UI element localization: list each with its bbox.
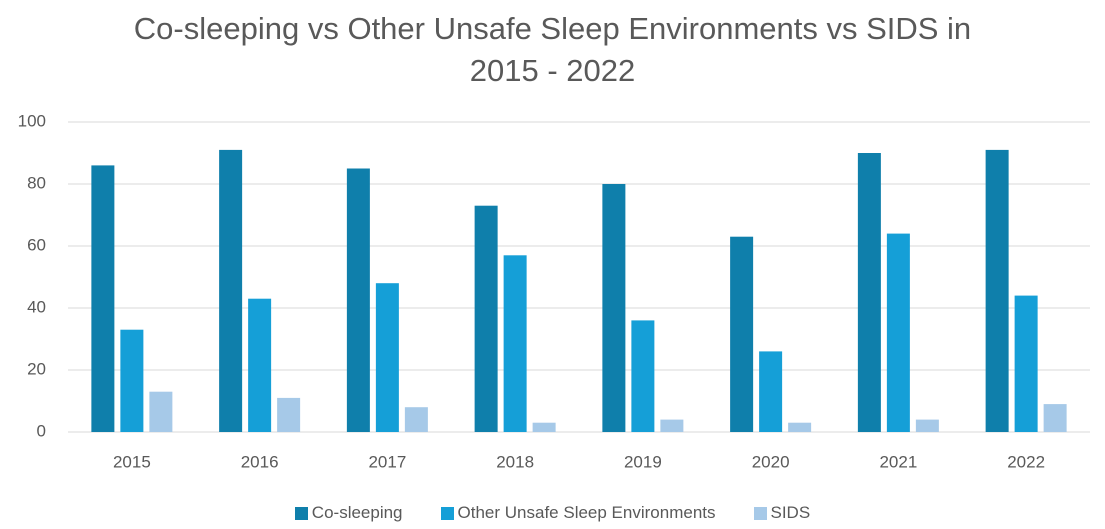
x-tick-label: 2017 (368, 452, 406, 471)
legend-label: Co-sleeping (311, 503, 403, 522)
bar (602, 184, 626, 432)
x-tick-label: 2020 (752, 452, 790, 471)
bar (730, 236, 754, 432)
bar (886, 233, 910, 432)
legend-item: Co-sleeping (294, 503, 403, 523)
bar (346, 168, 370, 432)
bar (532, 422, 556, 432)
bar (277, 397, 301, 432)
x-tick-label: 2022 (1007, 452, 1045, 471)
bar (149, 391, 173, 432)
bar (915, 419, 939, 432)
bar (404, 407, 428, 432)
bar (91, 165, 115, 432)
bar (1014, 295, 1038, 432)
y-tick-label: 60 (27, 235, 46, 254)
legend-label: Other Unsafe Sleep Environments (457, 503, 716, 522)
bar (660, 419, 684, 432)
bar (857, 153, 881, 432)
bar (248, 298, 272, 432)
legend-item: Other Unsafe Sleep Environments (440, 503, 716, 523)
bar (759, 351, 783, 432)
x-tick-label: 2021 (879, 452, 917, 471)
y-tick-label: 20 (27, 359, 46, 378)
bar (120, 329, 144, 432)
chart-title: Co-sleeping vs Other Unsafe Sleep Enviro… (133, 11, 972, 88)
bar (631, 320, 655, 432)
x-tick-label: 2018 (496, 452, 534, 471)
bar (788, 422, 812, 432)
y-tick-label: 0 (37, 421, 46, 440)
x-tick-label: 2015 (113, 452, 151, 471)
x-tick-label: 2019 (624, 452, 662, 471)
bar (1043, 404, 1067, 432)
legend-swatch (294, 506, 308, 520)
y-tick-label: 100 (18, 111, 46, 130)
legend-swatch (440, 506, 454, 520)
bar (985, 149, 1009, 432)
legend-item: SIDS (753, 503, 811, 523)
bar (219, 149, 243, 432)
legend-label: SIDS (770, 503, 811, 522)
y-tick-label: 40 (27, 297, 46, 316)
bar (474, 205, 498, 432)
bar (375, 283, 399, 432)
x-tick-label: 2016 (241, 452, 279, 471)
y-tick-label: 80 (27, 173, 46, 192)
legend: Co-sleeping Other Unsafe Sleep Environmen… (0, 503, 1105, 523)
bar (503, 255, 527, 432)
legend-swatch (753, 506, 767, 520)
